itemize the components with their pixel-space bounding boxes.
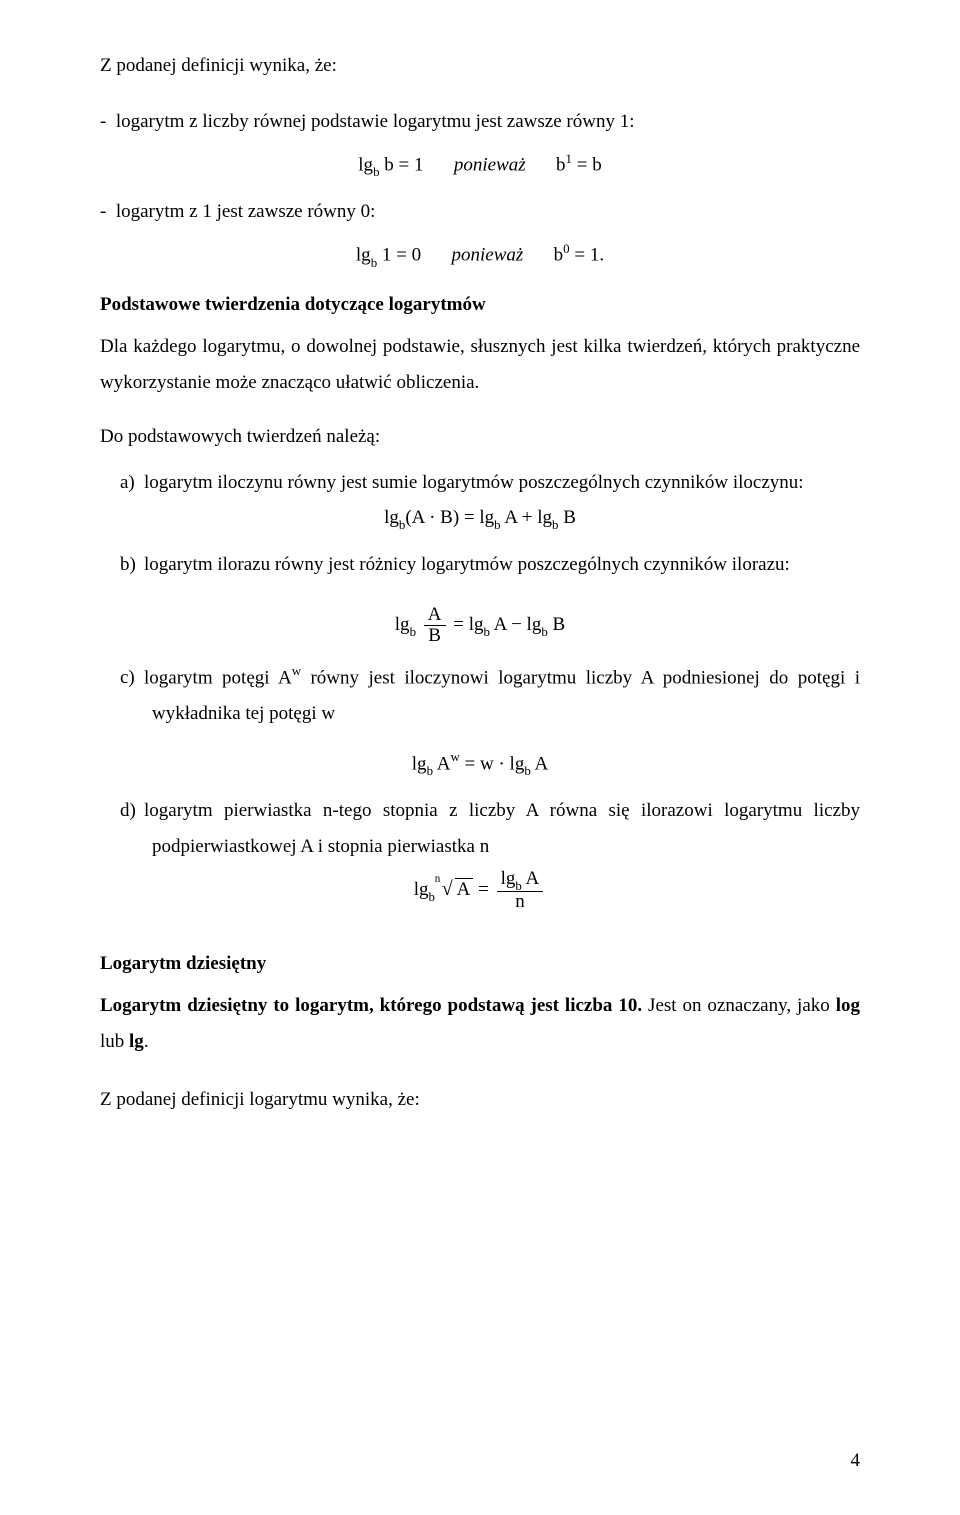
- math-text: lg: [414, 879, 429, 900]
- math-text: B: [548, 614, 565, 635]
- period: .: [599, 245, 604, 266]
- section-head-decimal: Logarytm dziesiętny: [100, 946, 860, 982]
- bullet-1: - logarytm z liczby równej podstawie log…: [100, 104, 860, 140]
- nth-root: n√A: [440, 876, 474, 904]
- fraction-lgA-n: lgb A n: [497, 869, 544, 912]
- formula-lg-b-eq-1: lgb b = 1 ponieważ b1 = b: [100, 150, 860, 180]
- section-head-twierdzenia: Podstawowe twierdzenia dotyczące logaryt…: [100, 287, 860, 323]
- poniewaz-2: ponieważ: [452, 245, 524, 266]
- frac-num: A: [424, 605, 446, 626]
- poniewaz-1: ponieważ: [454, 155, 526, 176]
- decimal-para: Logarytm dziesiętny to logarytm, którego…: [100, 988, 860, 1060]
- list-intro: Do podstawowych twierdzeń należą:: [100, 419, 860, 455]
- formula-root: lgb n√A = lgb A n: [100, 869, 860, 912]
- decimal-bold-1: Logarytm dziesiętny: [100, 995, 273, 1016]
- frac-den: B: [424, 626, 446, 646]
- sup-1: 1: [566, 151, 572, 166]
- label-c: c): [120, 660, 144, 696]
- item-b-text: logarytm ilorazu równy jest różnicy loga…: [144, 554, 790, 575]
- surd-symbol: √: [442, 878, 453, 900]
- math-text: A: [433, 753, 450, 774]
- list-item-c: c)logarytm potęgi Aw równy jest iloczyno…: [144, 660, 860, 733]
- math-inline: A: [278, 667, 292, 688]
- math-text: lg: [395, 614, 410, 635]
- frac-den: n: [497, 892, 544, 912]
- sup-w: w: [292, 663, 301, 678]
- math-text: A + lg: [501, 507, 552, 528]
- frac-num: lgb A: [497, 869, 544, 892]
- math-text: = 1: [574, 245, 599, 266]
- item-c-before: logarytm potęgi: [144, 667, 278, 688]
- math-text: B: [558, 507, 575, 528]
- decimal-or: lub: [100, 1031, 129, 1052]
- math-text: = w · lg: [460, 753, 525, 774]
- math-inline: A: [641, 667, 654, 688]
- formula-quotient: lgb A B = lgb A − lgb B: [100, 605, 860, 646]
- list-item-a: a)logarytm iloczynu równy jest sumie log…: [144, 465, 860, 501]
- list-item-d: d)logarytm pierwiastka n-tego stopnia z …: [144, 793, 860, 865]
- math-text: lg: [412, 753, 427, 774]
- root-index: n: [435, 872, 441, 887]
- math-text: b = 1: [384, 155, 423, 176]
- intro-line: Z podanej definicji wynika, że:: [100, 48, 860, 84]
- math-text: = lg: [453, 614, 483, 635]
- item-a-text: logarytm iloczynu równy jest sumie logar…: [144, 472, 804, 493]
- decimal-lg: lg: [129, 1031, 144, 1052]
- formula-lg-1-eq-0: lgb 1 = 0 ponieważ b0 = 1.: [100, 240, 860, 270]
- formula-product: lgb(A · B) = lgb A + lgb B: [100, 505, 860, 533]
- fraction-A-B: A B: [424, 605, 446, 646]
- closing-line: Z podanej definicji logarytmu wynika, że…: [100, 1082, 860, 1118]
- theorem-list: a)logarytm iloczynu równy jest sumie log…: [100, 465, 860, 912]
- item-d-text: logarytm pierwiastka n-tego stopnia z li…: [144, 800, 860, 857]
- math-text: 1 = 0: [382, 245, 421, 266]
- decimal-period: .: [144, 1031, 149, 1052]
- decimal-bold-sentence: to logarytm, którego podstawą jest liczb…: [273, 995, 642, 1016]
- math-text: =: [478, 879, 493, 900]
- radicand: A: [455, 878, 474, 900]
- math-text: b: [556, 155, 566, 176]
- math-text: (A · B) = lg: [405, 507, 494, 528]
- list-item-b: b)logarytm ilorazu równy jest różnicy lo…: [144, 547, 860, 583]
- item-c-after: równy jest iloczynowi logarytmu liczby: [301, 667, 641, 688]
- math-text: b: [554, 245, 564, 266]
- lg-symbol: lg: [356, 245, 371, 266]
- lg-symbol: lg: [358, 155, 373, 176]
- lg-base: b: [371, 255, 377, 270]
- math-text: = b: [577, 155, 602, 176]
- decimal-log: log: [836, 995, 860, 1016]
- section-body-1: Dla każdego logarytmu, o dowolnej podsta…: [100, 329, 860, 401]
- bullet-2: - logarytm z 1 jest zawsze równy 0:: [100, 194, 860, 230]
- math-text: lg: [384, 507, 399, 528]
- label-d: d): [120, 793, 144, 829]
- sup-0: 0: [563, 241, 569, 256]
- lg-base: b: [373, 164, 379, 179]
- math-text: A: [531, 753, 548, 774]
- page-number: 4: [851, 1443, 861, 1479]
- label-a: a): [120, 465, 144, 501]
- math-text: A − lg: [490, 614, 541, 635]
- formula-power: lgb Aw = w · lgb A: [100, 749, 860, 779]
- decimal-reg-2: Jest on oznaczany, jako: [642, 995, 836, 1016]
- label-b: b): [120, 547, 144, 583]
